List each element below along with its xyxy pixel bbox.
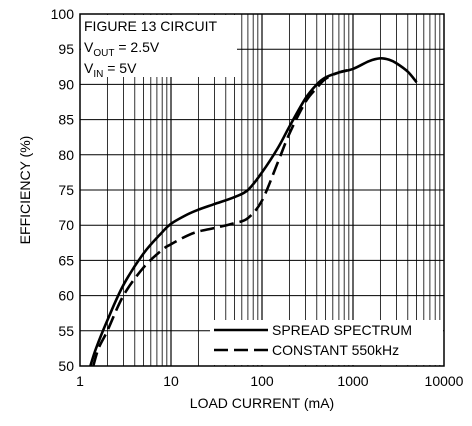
y-tick-label: 65 <box>58 252 74 268</box>
x-tick-label: 10 <box>163 373 179 389</box>
legend-label-constant-550khz: CONSTANT 550kHz <box>272 342 399 358</box>
x-tick-label: 100 <box>250 373 274 389</box>
annotation-vin: VIN = 5V <box>84 60 137 80</box>
tick-labels: 1 10 100 1000 10000 50 55 60 65 70 75 80 85 90 95 100 <box>51 6 464 389</box>
y-axis-title: EFFICIENCY (%) <box>17 136 33 245</box>
vin-value: = 5V <box>103 60 137 76</box>
y-tick-label: 100 <box>51 6 75 22</box>
annotation-vout: VOUT = 2.5V <box>84 39 160 59</box>
y-tick-label: 75 <box>58 182 74 198</box>
x-tick-label: 10000 <box>425 373 464 389</box>
circuit-annotation: FIGURE 13 CIRCUIT VOUT = 2.5V VIN = 5V <box>81 15 237 80</box>
y-tick-label: 95 <box>58 41 74 57</box>
x-tick-label: 1 <box>76 373 84 389</box>
legend-background <box>210 320 443 365</box>
series-line-0 <box>89 57 418 366</box>
y-tick-label: 55 <box>58 323 74 339</box>
y-tick-label: 90 <box>58 76 74 92</box>
y-tick-label: 85 <box>58 112 74 128</box>
y-tick-label: 80 <box>58 147 74 163</box>
x-tick-label: 1000 <box>337 373 368 389</box>
y-tick-label: 50 <box>58 358 74 374</box>
vout-sub: OUT <box>93 48 114 59</box>
vin-sub: IN <box>93 69 103 80</box>
legend-label-spread-spectrum: SPREAD SPECTRUM <box>272 322 412 338</box>
annotation-figure: FIGURE 13 CIRCUIT <box>84 18 217 34</box>
plot-frame <box>79 13 445 367</box>
y-tick-label: 60 <box>58 288 74 304</box>
y-tick-label: 70 <box>58 217 74 233</box>
legend: SPREAD SPECTRUM CONSTANT 550kHz <box>210 320 443 365</box>
vout-value: = 2.5V <box>114 39 159 55</box>
x-axis-title: LOAD CURRENT (mA) <box>190 395 334 411</box>
vin-v: V <box>84 60 94 76</box>
series-lines <box>89 57 418 366</box>
annotation-background <box>81 15 237 77</box>
vout-v: V <box>84 39 94 55</box>
series-line-1 <box>92 67 354 366</box>
